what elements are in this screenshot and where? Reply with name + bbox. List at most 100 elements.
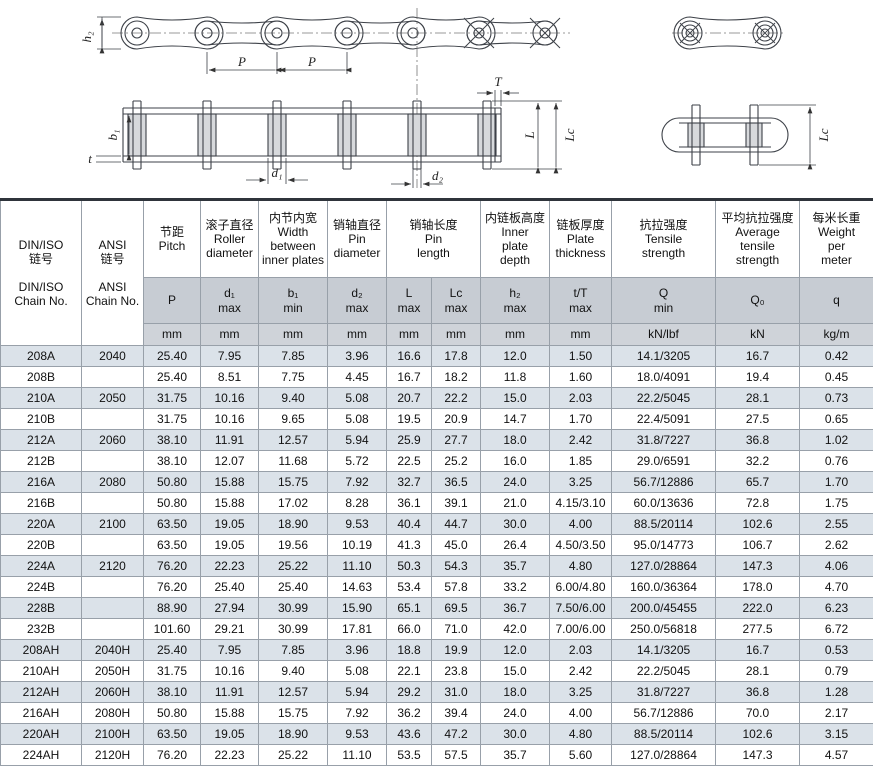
table-row: 224B 76.20 25.40 25.40 14.63 53.4 57.8 33.2 6.00… — [0, 576, 873, 598]
table-row: 208B 25.40 8.51 7.75 4.45 16.7 18.2 11.8 1.60 18.… — [0, 366, 873, 388]
col-header-plate-thickness: 链板厚度 Plate thickness — [549, 199, 613, 278]
cell-tensile: 250.0/56818 — [611, 618, 717, 640]
cell-pin-dia: 5.08 — [327, 660, 387, 682]
cell-pin-dia: 3.96 — [327, 345, 387, 367]
unit-tensile: kN/lbf — [611, 323, 717, 346]
cell-plate-thickness: 1.60 — [549, 366, 613, 388]
cell-tensile: 22.2/5045 — [611, 387, 717, 409]
cell-plate-depth: 18.0 — [480, 681, 551, 703]
table-row: 212B 38.10 12.07 11.68 5.72 22.5 25.2 16.0 1.85 2… — [0, 450, 873, 472]
cell-pin-dia: 3.96 — [327, 639, 387, 661]
symbol-d2: d₂ max — [327, 277, 387, 324]
cell-weight: 2.55 — [799, 513, 873, 535]
symbol-tT: t/T max — [549, 277, 613, 324]
cell-roller-dia: 27.94 — [200, 597, 259, 619]
cell-roller-dia: 15.88 — [200, 471, 259, 493]
cell-roller-dia: 25.40 — [200, 576, 259, 598]
cell-avg-tensile: 36.8 — [715, 429, 801, 451]
cell-pin-dia: 9.53 — [327, 513, 387, 535]
cell-plate-thickness: 2.03 — [549, 387, 613, 409]
cell-din: 210B — [0, 408, 82, 430]
cell-inner-width: 15.75 — [258, 702, 328, 724]
cell-pin-len-lc: 69.5 — [430, 597, 482, 619]
cell-din: 216AH — [0, 702, 82, 724]
symbol-Q0: Q₀ — [715, 277, 801, 324]
cell-avg-tensile: 36.8 — [715, 681, 801, 703]
cell-ansi: 2040H — [81, 639, 144, 661]
cell-plate-depth: 14.7 — [480, 408, 551, 430]
cell-pin-len-l: 22.1 — [386, 660, 432, 682]
cell-plate-thickness: 4.80 — [549, 723, 613, 745]
cell-pitch: 31.75 — [143, 660, 201, 682]
cell-pitch: 88.90 — [143, 597, 201, 619]
cell-pin-dia: 5.94 — [327, 429, 387, 451]
cell-plate-depth: 26.4 — [480, 534, 551, 556]
cell-ansi: 2100 — [81, 513, 144, 535]
cell-plate-depth: 33.2 — [480, 576, 551, 598]
symbol-b1: b₁ min — [258, 277, 328, 324]
cell-pin-len-lc: 27.7 — [430, 429, 482, 451]
cell-din: 232B — [0, 618, 82, 640]
cell-plate-depth: 24.0 — [480, 702, 551, 724]
cell-pin-len-l: 32.7 — [386, 471, 432, 493]
cell-plate-depth: 35.7 — [480, 555, 551, 577]
cell-ansi — [81, 534, 144, 556]
cell-plate-depth: 12.0 — [480, 345, 551, 367]
table-row: 208A 2040 25.40 7.95 7.85 3.96 16.6 17.8 12.0 1.5… — [0, 345, 873, 367]
table-row: 220AH 2100H 63.50 19.05 18.90 9.53 43.6 47.2 30.… — [0, 723, 873, 745]
cell-inner-width: 11.68 — [258, 450, 328, 472]
spec-table-body: 208A 2040 25.40 7.95 7.85 3.96 16.6 17.8 12.0 1.5… — [0, 345, 873, 766]
cell-roller-dia: 12.07 — [200, 450, 259, 472]
cell-pin-dia: 5.08 — [327, 408, 387, 430]
cell-roller-dia: 11.91 — [200, 681, 259, 703]
cell-tensile: 127.0/28864 — [611, 555, 717, 577]
cell-pin-len-l: 25.9 — [386, 429, 432, 451]
unit-plate-depth: mm — [480, 323, 551, 346]
cell-roller-dia: 19.05 — [200, 534, 259, 556]
table-row: 224A 2120 76.20 22.23 25.22 11.10 50.3 54.3 35.7… — [0, 555, 873, 577]
cell-din: 208AH — [0, 639, 82, 661]
cell-pin-len-lc: 44.7 — [430, 513, 482, 535]
cell-weight: 0.53 — [799, 639, 873, 661]
cell-pin-len-l: 40.4 — [386, 513, 432, 535]
cell-avg-tensile: 277.5 — [715, 618, 801, 640]
cell-pin-dia: 17.81 — [327, 618, 387, 640]
chain-spec-table: DIN/ISO 链号 DIN/ISO Chain No. ANSI 链号 ANS… — [0, 198, 873, 766]
cell-weight: 0.76 — [799, 450, 873, 472]
cell-avg-tensile: 28.1 — [715, 660, 801, 682]
cell-inner-width: 19.56 — [258, 534, 328, 556]
cell-plate-thickness: 3.25 — [549, 681, 613, 703]
table-row: 210B 31.75 10.16 9.65 5.08 19.5 20.9 14.7 1.70 22… — [0, 408, 873, 430]
cell-plate-thickness: 5.60 — [549, 744, 613, 766]
cell-pitch: 38.10 — [143, 429, 201, 451]
cell-pin-dia: 9.53 — [327, 723, 387, 745]
cell-plate-thickness: 3.25 — [549, 471, 613, 493]
cell-plate-thickness: 7.50/6.00 — [549, 597, 613, 619]
cell-pitch: 38.10 — [143, 681, 201, 703]
cell-roller-dia: 10.16 — [200, 408, 259, 430]
cell-avg-tensile: 28.1 — [715, 387, 801, 409]
col-header-pin-length: 销轴长度 Pin length — [385, 199, 482, 278]
cell-pin-dia: 14.63 — [327, 576, 387, 598]
table-row: 220B 63.50 19.05 19.56 10.19 41.3 45.0 26.4 4.50… — [0, 534, 873, 556]
dim-label-p1: P — [237, 54, 246, 69]
cell-pin-len-lc: 57.5 — [430, 744, 482, 766]
cell-pin-len-l: 43.6 — [386, 723, 432, 745]
cell-avg-tensile: 106.7 — [715, 534, 801, 556]
table-row: 212AH 2060H 38.10 11.91 12.57 5.94 29.2 31.0 18.… — [0, 681, 873, 703]
cell-pin-len-l: 18.8 — [386, 639, 432, 661]
cell-pin-len-lc: 25.2 — [430, 450, 482, 472]
cell-pin-len-l: 19.5 — [386, 408, 432, 430]
cell-plate-thickness: 2.42 — [549, 429, 613, 451]
cell-pitch: 63.50 — [143, 723, 201, 745]
cell-avg-tensile: 222.0 — [715, 597, 801, 619]
cell-ansi: 2080 — [81, 471, 144, 493]
cell-plate-thickness: 1.50 — [549, 345, 613, 367]
cell-plate-thickness: 4.15/3.10 — [549, 492, 613, 514]
cell-plate-depth: 35.7 — [480, 744, 551, 766]
table-row: 216B 50.80 15.88 17.02 8.28 36.1 39.1 21.0 4.15/… — [0, 492, 873, 514]
unit-pin-len-lc: mm — [430, 323, 482, 346]
cell-avg-tensile: 72.8 — [715, 492, 801, 514]
cell-pitch: 25.40 — [143, 366, 201, 388]
cell-pin-len-lc: 57.8 — [430, 576, 482, 598]
